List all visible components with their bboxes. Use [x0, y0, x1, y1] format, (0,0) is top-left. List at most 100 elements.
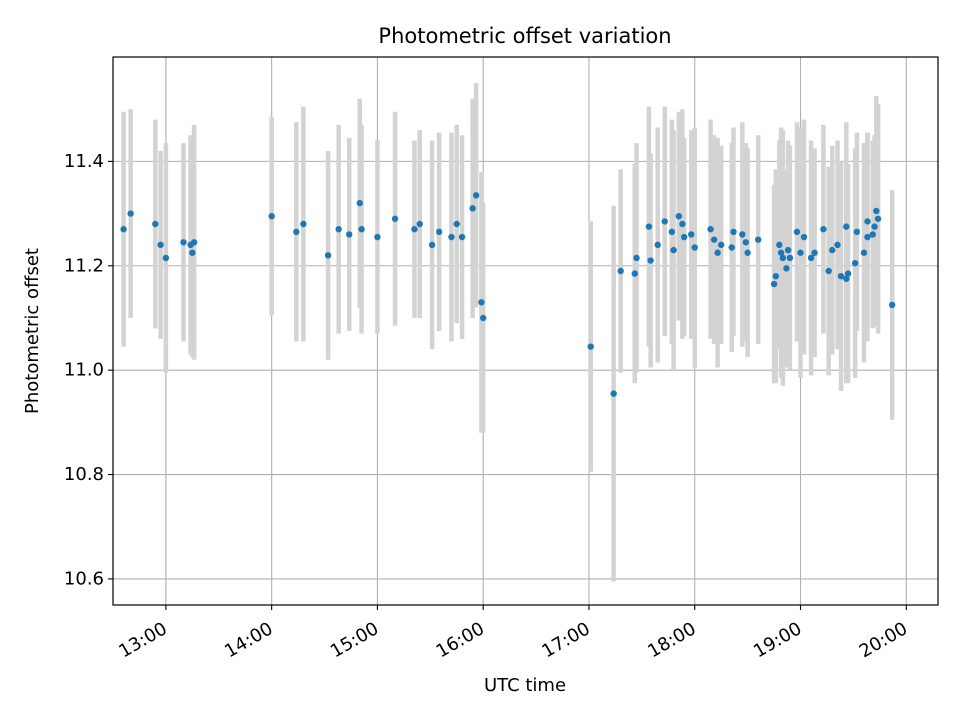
data-point	[189, 249, 196, 256]
data-point	[793, 228, 801, 236]
data-point	[783, 265, 790, 272]
data-point	[777, 249, 785, 256]
data-point	[888, 301, 896, 309]
data-point	[617, 267, 624, 275]
data-point	[631, 270, 638, 277]
plot-frame	[112, 56, 939, 606]
data-point	[190, 239, 198, 246]
data-point	[710, 236, 718, 243]
y-axis-ticks: 10.6 10.8 11.0 11.2 11.4	[64, 151, 113, 589]
data-point	[668, 228, 676, 236]
data-point	[675, 212, 683, 220]
data-point	[800, 233, 808, 241]
data-point	[807, 254, 815, 262]
data-point	[647, 257, 654, 264]
data-point	[411, 226, 418, 233]
data-point	[180, 239, 187, 246]
data-point	[478, 299, 485, 306]
x-axis-ticks: 13:00 14:00 15:00 16:00 17:00 18:00 19:00 20:00	[115, 605, 911, 662]
data-point	[829, 246, 836, 254]
data-point	[691, 244, 698, 251]
data-point	[416, 220, 423, 228]
data-point	[324, 252, 332, 259]
data-point	[776, 241, 783, 249]
data-point	[358, 226, 365, 233]
data-point	[834, 241, 841, 249]
y-tick-label: 10.6	[64, 568, 104, 589]
data-point	[707, 226, 714, 233]
data-point	[837, 273, 845, 280]
data-point	[679, 220, 686, 228]
data-point	[448, 233, 455, 241]
data-point	[356, 199, 363, 207]
y-tick-label: 11.4	[64, 151, 104, 172]
data-point	[268, 212, 275, 220]
data-point	[784, 246, 792, 254]
data-point	[717, 241, 725, 249]
data-point	[453, 220, 460, 228]
data-point	[435, 228, 443, 236]
data-point	[428, 241, 436, 249]
data-point	[479, 314, 487, 322]
data-point	[714, 249, 721, 256]
x-tick-label: 15:00	[327, 618, 382, 662]
x-tick-label: 16:00	[433, 618, 488, 662]
data-point	[744, 249, 751, 256]
data-point	[864, 218, 871, 225]
errorbar-layer	[121, 83, 895, 582]
data-point	[162, 254, 170, 262]
data-point	[873, 207, 880, 215]
data-point	[670, 246, 677, 254]
data-point	[469, 205, 476, 212]
data-point	[869, 231, 876, 238]
data-point	[374, 233, 381, 241]
x-tick-label: 18:00	[644, 618, 699, 662]
data-point	[152, 220, 159, 228]
data-point	[688, 231, 695, 238]
y-tick-label: 10.8	[64, 464, 104, 485]
data-point	[860, 249, 868, 256]
data-point	[770, 280, 778, 288]
x-tick-label: 19:00	[750, 618, 805, 662]
data-point	[825, 267, 832, 275]
data-point	[472, 192, 480, 199]
data-point	[120, 226, 127, 233]
data-point	[157, 241, 164, 249]
x-tick-label: 20:00	[856, 618, 911, 662]
data-point	[300, 220, 307, 228]
data-point	[754, 236, 762, 243]
data-point	[610, 390, 617, 397]
data-point	[391, 215, 399, 222]
y-tick-label: 11.0	[64, 360, 104, 381]
data-point	[843, 223, 850, 230]
data-point	[843, 275, 850, 283]
data-point	[772, 273, 780, 280]
chart-title: Photometric offset variation	[378, 24, 671, 48]
x-tick-label: 14:00	[221, 618, 276, 662]
data-point	[811, 249, 818, 256]
data-point	[739, 231, 746, 238]
data-point	[458, 233, 466, 241]
data-point	[871, 223, 878, 230]
x-axis-label: UTC time	[484, 675, 566, 696]
data-point	[853, 228, 861, 236]
x-tick-label: 13:00	[115, 618, 170, 662]
data-point	[730, 228, 737, 236]
data-point	[864, 233, 871, 241]
y-axis-label: Photometric offset	[22, 248, 43, 414]
data-point	[335, 226, 342, 233]
data-point	[346, 231, 353, 238]
data-point	[779, 254, 787, 262]
data-point	[293, 228, 300, 236]
y-tick-label: 11.2	[64, 255, 104, 276]
data-point	[654, 241, 661, 249]
point-layer	[120, 192, 896, 397]
data-point	[851, 259, 859, 267]
data-point	[661, 218, 668, 225]
x-tick-label: 17:00	[538, 618, 593, 662]
data-point	[633, 254, 640, 262]
data-point	[742, 239, 750, 246]
data-point	[797, 249, 804, 256]
data-point	[645, 223, 653, 230]
